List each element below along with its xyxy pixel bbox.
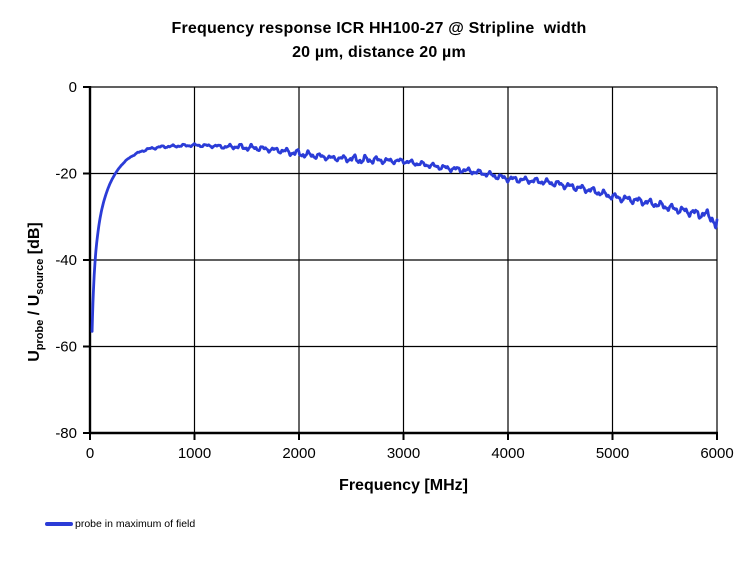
legend: probe in maximum of field: [45, 518, 195, 530]
chart-title-line-1: Frequency response ICR HH100-27 @ Stripl…: [171, 20, 587, 37]
y-tick-label: 0: [69, 79, 77, 96]
x-tick-label: 3000: [387, 445, 420, 462]
series-probe-line: [90, 142, 719, 333]
x-tick-label: 0: [86, 445, 94, 462]
y-tick-label: -40: [55, 252, 77, 269]
y-tick-label: -20: [55, 166, 77, 183]
x-tick-label: 5000: [596, 445, 629, 462]
chart-title-line-2: 20 µm, distance 20 µm: [292, 44, 466, 61]
x-tick-label: 1000: [178, 445, 211, 462]
chart-title: Frequency response ICR HH100-27 @ Stripl…: [0, 17, 750, 65]
x-tick-label: 2000: [282, 445, 315, 462]
y-tick-label: -80: [55, 425, 77, 442]
x-tick-label: 6000: [700, 445, 733, 462]
y-tick-label: -60: [55, 339, 77, 356]
x-tick-label: 4000: [491, 445, 524, 462]
legend-label: probe in maximum of field: [75, 518, 196, 530]
legend-line-swatch: [45, 522, 73, 526]
x-axis-title: Frequency [MHz]: [339, 477, 468, 494]
